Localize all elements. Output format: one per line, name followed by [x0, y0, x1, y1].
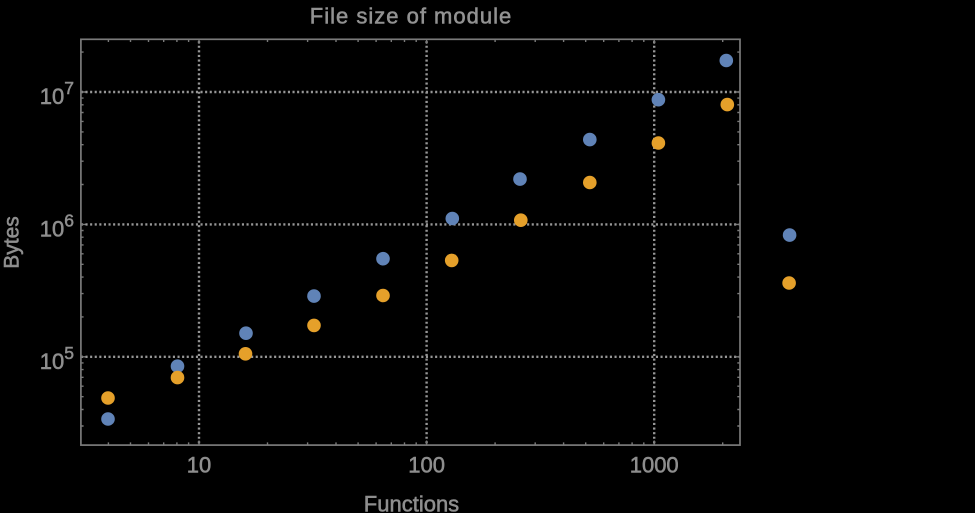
svg-text:Bytes: Bytes — [0, 216, 23, 269]
svg-text:100: 100 — [408, 452, 445, 477]
svg-text:10: 10 — [187, 452, 211, 477]
svg-text:File size of module: File size of module — [310, 3, 512, 28]
svg-text:Functions: Functions — [364, 492, 459, 513]
svg-text:1000: 1000 — [630, 452, 679, 477]
